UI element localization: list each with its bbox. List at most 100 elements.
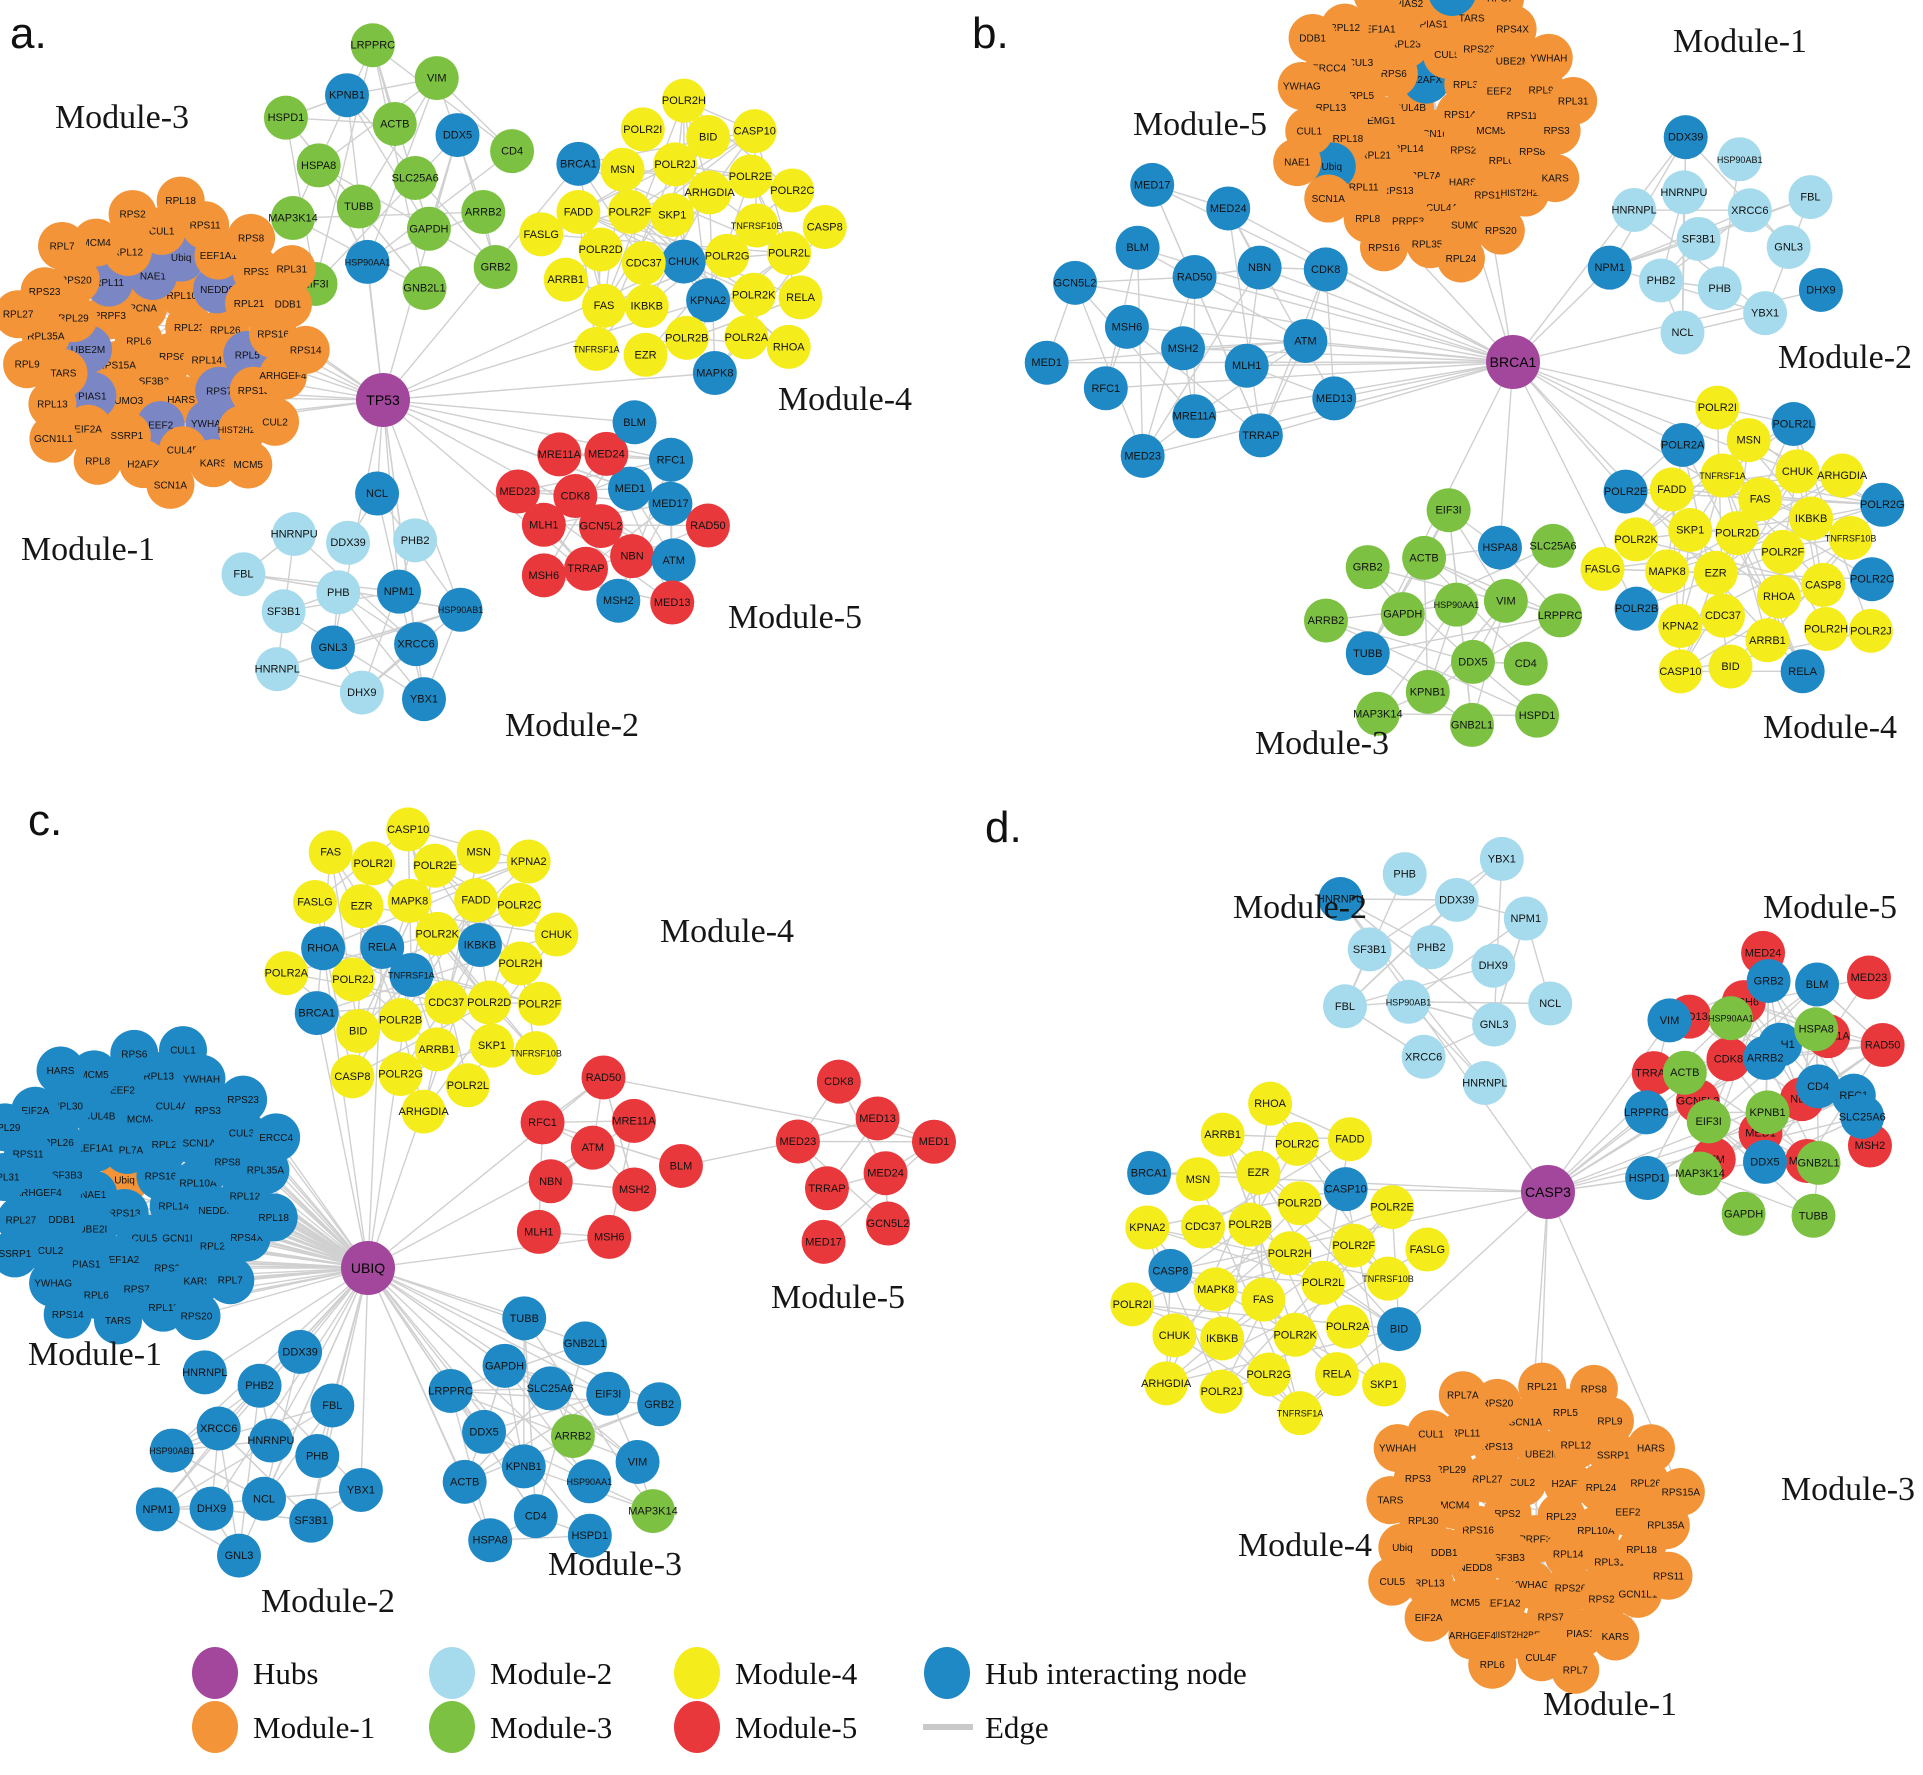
node-RPS20[interactable] <box>1476 206 1525 255</box>
node-RPL31[interactable] <box>267 245 316 294</box>
node-KPNA2[interactable] <box>686 278 731 323</box>
node-MRE11A[interactable] <box>537 432 582 477</box>
node-RHOA[interactable] <box>1756 574 1801 619</box>
node-RPS20[interactable] <box>172 1292 221 1341</box>
node-HNRNPU[interactable] <box>272 512 317 557</box>
node-MED17[interactable] <box>648 481 693 526</box>
node-HSPA8[interactable] <box>296 143 341 188</box>
node-MAPK8[interactable] <box>1193 1267 1238 1312</box>
node-RPS15A[interactable] <box>1656 1468 1705 1517</box>
node-GRB2[interactable] <box>637 1382 682 1427</box>
node-CDK8[interactable] <box>1706 1037 1751 1082</box>
node-HSP90AA1[interactable] <box>1434 582 1479 627</box>
node-MED23[interactable] <box>1846 955 1891 1000</box>
node-CUL2[interactable] <box>251 397 300 446</box>
node-DDX5[interactable] <box>462 1409 507 1454</box>
node-CHUK[interactable] <box>1152 1313 1197 1358</box>
node-RPS2[interactable] <box>108 190 157 239</box>
node-POLR2K[interactable] <box>731 272 776 317</box>
node-MCM5[interactable] <box>224 440 273 489</box>
node-POLR2J[interactable] <box>1848 608 1893 653</box>
node-RFC1[interactable] <box>1083 366 1128 411</box>
node-RPL18[interactable] <box>249 1193 298 1242</box>
node-SF3B1[interactable] <box>1676 216 1721 261</box>
node-TARS[interactable] <box>93 1296 142 1345</box>
node-YWHAH[interactable] <box>1524 33 1573 82</box>
node-POLR2C[interactable] <box>497 882 542 927</box>
node-SF3B1[interactable] <box>289 1498 334 1543</box>
node-GRB2[interactable] <box>473 245 518 290</box>
node-SSRP1[interactable] <box>0 1229 39 1278</box>
node-ACTB[interactable] <box>1662 1050 1707 1095</box>
node-DDX39[interactable] <box>1663 115 1708 160</box>
node-POLR2B[interactable] <box>1614 586 1659 631</box>
node-POLR2D[interactable] <box>578 227 623 272</box>
node-MED1[interactable] <box>607 466 652 511</box>
node-HSPA8[interactable] <box>1477 525 1522 570</box>
node-RPL26[interactable] <box>1428 0 1476 17</box>
node-BRCA1[interactable] <box>1127 1151 1172 1196</box>
node-RPL27[interactable] <box>0 290 43 339</box>
node-FADD[interactable] <box>1327 1117 1372 1162</box>
node-ERCC4[interactable] <box>252 1113 301 1162</box>
node-PHB2[interactable] <box>1409 925 1454 970</box>
node-PIAS1[interactable] <box>1556 1609 1605 1658</box>
node-RPS7[interactable] <box>1476 0 1525 23</box>
node-NBN[interactable] <box>1237 245 1282 290</box>
node-TRRAP[interactable] <box>1631 1051 1676 1096</box>
node-KARS[interactable] <box>173 1256 222 1305</box>
node-MAP3K14[interactable] <box>271 196 316 241</box>
node-HARS[interactable] <box>36 1046 85 1095</box>
node-RPL24[interactable] <box>1436 234 1485 283</box>
node-HARS[interactable] <box>1626 1424 1675 1473</box>
node-POLR2F[interactable] <box>607 189 652 234</box>
node-LRPPRC[interactable] <box>428 1368 473 1413</box>
node-RPL7[interactable] <box>38 221 87 270</box>
node-YBX1[interactable] <box>338 1467 383 1512</box>
hub-node-CASP3[interactable] <box>1521 1165 1575 1219</box>
node-BLM[interactable] <box>658 1143 703 1188</box>
node-POLR2H[interactable] <box>498 941 543 986</box>
node-EZR[interactable] <box>1693 550 1738 595</box>
node-MAPK8[interactable] <box>692 351 737 396</box>
node-ARRB2[interactable] <box>461 190 506 235</box>
node-POLR2I[interactable] <box>1110 1282 1155 1327</box>
node-POLR2H[interactable] <box>661 78 706 123</box>
node-GAPDH[interactable] <box>1380 592 1425 637</box>
node-RPL13[interactable] <box>28 380 77 429</box>
node-RPS8[interactable] <box>227 213 276 262</box>
node-POLR2L[interactable] <box>445 1063 490 1108</box>
node-RPL13[interactable] <box>1405 1559 1454 1608</box>
node-MSH6[interactable] <box>587 1214 632 1259</box>
node-CASP10[interactable] <box>1658 649 1703 694</box>
node-KPNB1[interactable] <box>1405 669 1450 714</box>
node-MRE11A[interactable] <box>611 1098 656 1143</box>
node-CD4[interactable] <box>490 129 535 174</box>
node-MAP3K14[interactable] <box>1355 691 1400 736</box>
node-PHB2[interactable] <box>1639 258 1684 303</box>
node-RPS14[interactable] <box>281 325 330 374</box>
node-RPS6[interactable] <box>110 1029 159 1078</box>
node-MED23[interactable] <box>1120 433 1165 478</box>
node-MAP3K14[interactable] <box>630 1489 675 1534</box>
node-EIF2A[interactable] <box>1404 1593 1453 1642</box>
node-TNFRSF1A[interactable] <box>574 326 619 371</box>
node-POLR2C[interactable] <box>770 168 815 213</box>
node-LRPPRC[interactable] <box>1624 1090 1669 1135</box>
node-SCN1A[interactable] <box>146 460 195 509</box>
node-GCN5L2[interactable] <box>865 1201 910 1246</box>
node-HSP90AA1[interactable] <box>345 239 390 284</box>
node-EIF3I[interactable] <box>586 1371 631 1416</box>
node-RHOA[interactable] <box>1248 1081 1293 1126</box>
node-RAD50[interactable] <box>1860 1022 1905 1067</box>
node-NPM1[interactable] <box>135 1487 180 1532</box>
node-HSP90AB1[interactable] <box>1386 979 1431 1024</box>
node-RPL7A[interactable] <box>1438 1371 1487 1420</box>
node-POLR2E[interactable] <box>413 843 458 888</box>
node-CDK8[interactable] <box>1303 247 1348 292</box>
node-FAS[interactable] <box>582 283 627 328</box>
node-EIF3I[interactable] <box>1426 488 1471 533</box>
node-MED23[interactable] <box>495 469 540 514</box>
node-FASLG[interactable] <box>293 879 338 924</box>
node-NCL[interactable] <box>355 471 400 516</box>
